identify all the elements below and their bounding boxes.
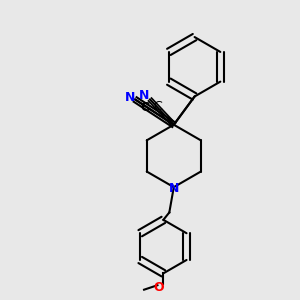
Text: C: C	[140, 101, 149, 114]
Text: N: N	[124, 92, 135, 104]
Text: C: C	[153, 100, 162, 112]
Text: O: O	[154, 281, 164, 294]
Text: N: N	[139, 89, 149, 102]
Text: N: N	[169, 182, 180, 195]
